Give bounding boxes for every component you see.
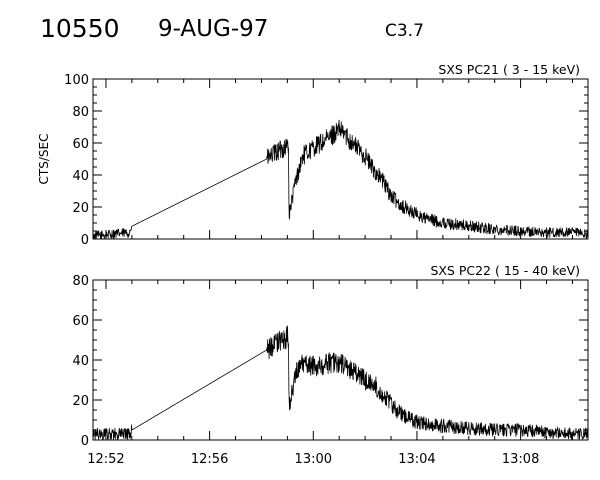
count-rate-series xyxy=(92,325,589,441)
y-tick-label: 80 xyxy=(72,274,89,289)
event-id: 10550 xyxy=(40,14,120,43)
y-tick-label: 20 xyxy=(72,201,89,216)
y-tick-label: 80 xyxy=(72,105,89,120)
y-tick-label: 60 xyxy=(72,314,89,329)
chart-header: 10550 9-AUG-97 C3.7 xyxy=(0,0,600,50)
y-axis-label: CTS/SEC xyxy=(37,134,51,185)
y-tick-label: 60 xyxy=(72,137,89,152)
y-tick-label: 0 xyxy=(81,233,89,248)
y-tick-label: 20 xyxy=(72,394,89,409)
x-tick-label: 13:08 xyxy=(502,452,539,467)
y-tick-label: 0 xyxy=(81,434,89,449)
flare-class: C3.7 xyxy=(385,21,424,41)
y-tick-label: 40 xyxy=(72,169,89,184)
x-tick-label: 13:04 xyxy=(398,452,435,467)
plot-frame xyxy=(92,78,589,240)
panel-title: SXS PC22 ( 15 - 40 keV) xyxy=(430,263,580,278)
x-tick-label: 12:52 xyxy=(87,452,124,467)
event-date: 9-AUG-97 xyxy=(158,16,269,42)
y-tick-label: 100 xyxy=(64,73,89,88)
x-tick-label: 13:00 xyxy=(295,452,332,467)
panel-title: SXS PC21 ( 3 - 15 keV) xyxy=(438,62,580,77)
count-rate-series xyxy=(92,119,589,240)
y-tick-label: 40 xyxy=(72,354,89,369)
x-tick-label: 12:56 xyxy=(191,452,228,467)
